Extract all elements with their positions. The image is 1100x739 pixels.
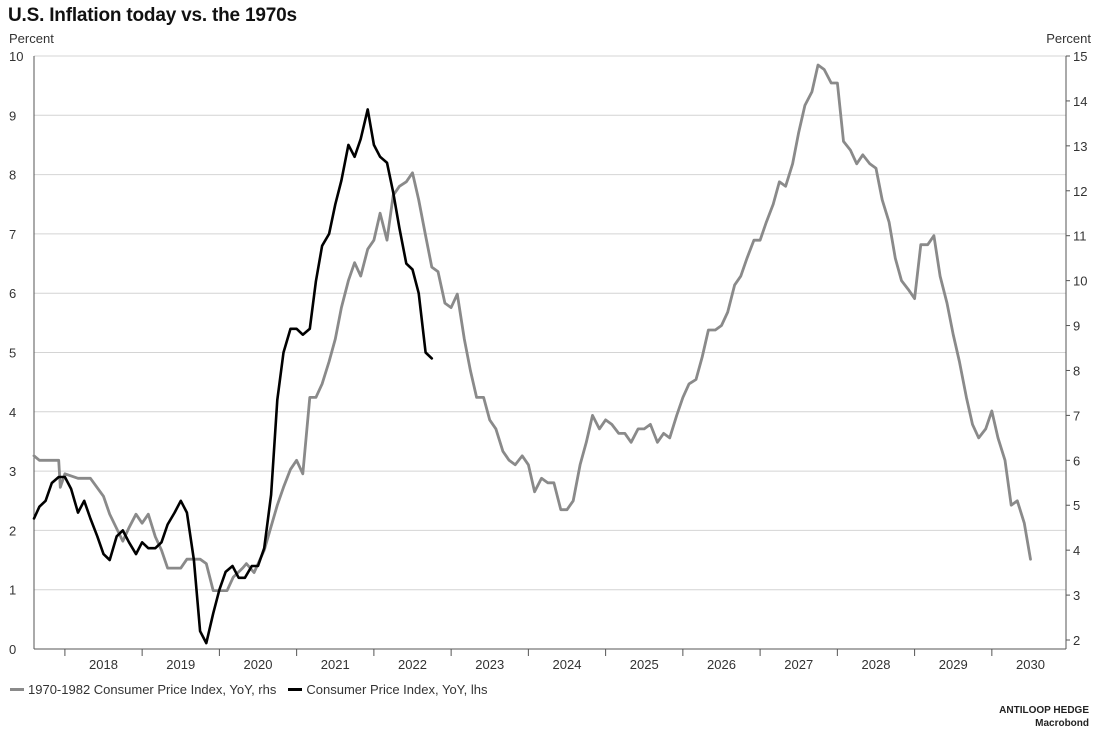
source-label-macrobond: Macrobond bbox=[1035, 718, 1089, 729]
right-axis-unit-label: Percent bbox=[1046, 31, 1091, 46]
right-axis-tick-label: 13 bbox=[1073, 139, 1087, 154]
left-axis-tick-label: 7 bbox=[9, 227, 16, 242]
left-axis-tick-label: 8 bbox=[9, 168, 16, 183]
x-axis-tick-label: 2029 bbox=[939, 657, 968, 672]
x-axis-tick-label: 2020 bbox=[244, 657, 273, 672]
series-line-1970-1982-cpi bbox=[32, 63, 1032, 592]
x-axis-tick-label: 2018 bbox=[89, 657, 118, 672]
left-axis-tick-label: 1 bbox=[9, 583, 16, 598]
right-axis-tick-label: 12 bbox=[1073, 184, 1087, 199]
x-axis-tick-label: 2027 bbox=[784, 657, 813, 672]
x-axis-tick-label: 2023 bbox=[475, 657, 504, 672]
x-axis-tick-label: 2024 bbox=[553, 657, 582, 672]
legend: 1970-1982 Consumer Price Index, YoY, rhs… bbox=[10, 682, 500, 697]
right-axis-tick-label: 5 bbox=[1073, 498, 1080, 513]
left-axis-tick-label: 10 bbox=[9, 49, 23, 64]
right-axis-tick-label: 11 bbox=[1073, 229, 1087, 244]
series-layer bbox=[32, 63, 1032, 645]
right-axis-tick-label: 7 bbox=[1073, 408, 1080, 423]
legend-swatch-black bbox=[288, 688, 303, 691]
right-axis-tick-label: 8 bbox=[1073, 363, 1080, 378]
legend-label-gray: 1970-1982 Consumer Price Index, YoY, rhs bbox=[28, 682, 277, 697]
left-axis-tick-label: 4 bbox=[9, 405, 16, 420]
left-axis-tick-label: 0 bbox=[9, 642, 16, 657]
x-axis-tick-label: 2025 bbox=[630, 657, 659, 672]
right-axis-tick-label: 6 bbox=[1073, 453, 1080, 468]
x-axis-tick-label: 2026 bbox=[707, 657, 736, 672]
legend-item-black-series: Consumer Price Index, YoY, lhs bbox=[288, 682, 488, 697]
right-axis-tick-label: 9 bbox=[1073, 319, 1080, 334]
left-axis-tick-label: 3 bbox=[9, 464, 16, 479]
legend-label-black: Consumer Price Index, YoY, lhs bbox=[306, 682, 488, 697]
legend-item-gray-series: 1970-1982 Consumer Price Index, YoY, rhs bbox=[10, 682, 276, 697]
x-axis-tick-label: 2019 bbox=[166, 657, 195, 672]
left-axis-tick-label: 9 bbox=[9, 108, 16, 123]
left-axis-tick-label: 5 bbox=[9, 346, 16, 361]
x-axis-tick-label: 2022 bbox=[398, 657, 427, 672]
right-axis-tick-label: 10 bbox=[1073, 274, 1087, 289]
x-axis-tick-label: 2021 bbox=[321, 657, 350, 672]
right-axis-tick-label: 4 bbox=[1073, 543, 1080, 558]
right-axis-tick-label: 3 bbox=[1073, 588, 1080, 603]
left-axis-tick-label: 6 bbox=[9, 286, 16, 301]
right-axis-tick-label: 14 bbox=[1073, 94, 1087, 109]
left-axis-unit-label: Percent bbox=[9, 31, 54, 46]
x-axis-tick-label: 2030 bbox=[1016, 657, 1045, 672]
series-line-current-cpi bbox=[32, 108, 434, 645]
source-label-antiloop: ANTILOOP HEDGE bbox=[999, 705, 1089, 716]
right-axis-tick-label: 2 bbox=[1073, 633, 1080, 648]
chart-title: U.S. Inflation today vs. the 1970s bbox=[8, 5, 297, 26]
left-axis-tick-label: 2 bbox=[9, 523, 16, 538]
x-axis-tick-label: 2028 bbox=[862, 657, 891, 672]
legend-swatch-gray bbox=[10, 688, 24, 691]
right-axis-tick-label: 15 bbox=[1073, 49, 1087, 64]
